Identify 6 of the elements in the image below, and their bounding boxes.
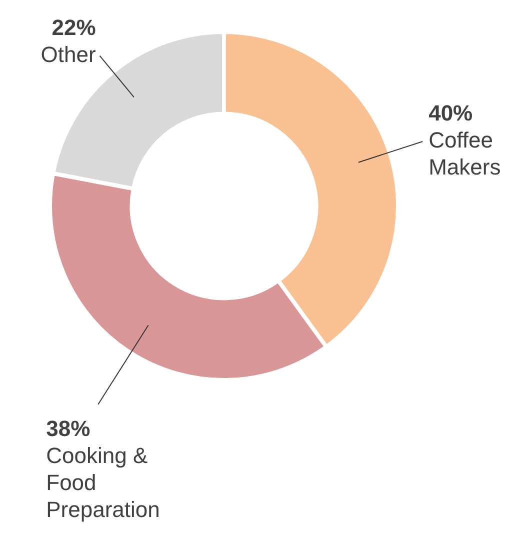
slice-label: Coffee Makers: [428, 128, 501, 180]
slice-label: Cooking & Food Preparation: [46, 442, 160, 522]
data-label: 38%: [46, 416, 90, 441]
data-label: 40%: [428, 100, 473, 126]
data-label: 22%: [52, 14, 96, 40]
slice-label: Other: [40, 42, 96, 67]
